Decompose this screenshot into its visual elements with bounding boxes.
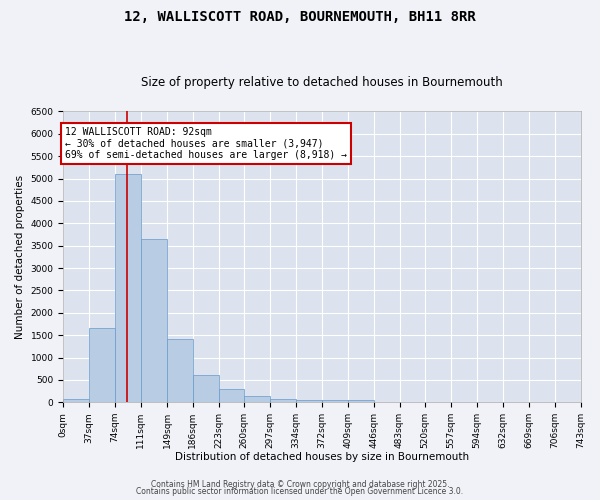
Bar [193, 376, 218, 402]
Bar [244, 396, 270, 402]
Bar [270, 399, 296, 402]
Bar [89, 328, 115, 402]
Bar [115, 174, 140, 402]
Text: Contains HM Land Registry data © Crown copyright and database right 2025.: Contains HM Land Registry data © Crown c… [151, 480, 449, 489]
Bar [140, 239, 167, 402]
Bar [322, 400, 348, 402]
Bar [296, 400, 322, 402]
Bar [348, 400, 374, 402]
Text: 12 WALLISCOTT ROAD: 92sqm
← 30% of detached houses are smaller (3,947)
69% of se: 12 WALLISCOTT ROAD: 92sqm ← 30% of detac… [65, 127, 347, 160]
Text: Contains public sector information licensed under the Open Government Licence 3.: Contains public sector information licen… [136, 487, 464, 496]
Text: 12, WALLISCOTT ROAD, BOURNEMOUTH, BH11 8RR: 12, WALLISCOTT ROAD, BOURNEMOUTH, BH11 8… [124, 10, 476, 24]
Y-axis label: Number of detached properties: Number of detached properties [15, 175, 25, 339]
X-axis label: Distribution of detached houses by size in Bournemouth: Distribution of detached houses by size … [175, 452, 469, 462]
Bar [218, 389, 244, 402]
Bar [63, 399, 89, 402]
Title: Size of property relative to detached houses in Bournemouth: Size of property relative to detached ho… [141, 76, 503, 90]
Bar [167, 338, 193, 402]
